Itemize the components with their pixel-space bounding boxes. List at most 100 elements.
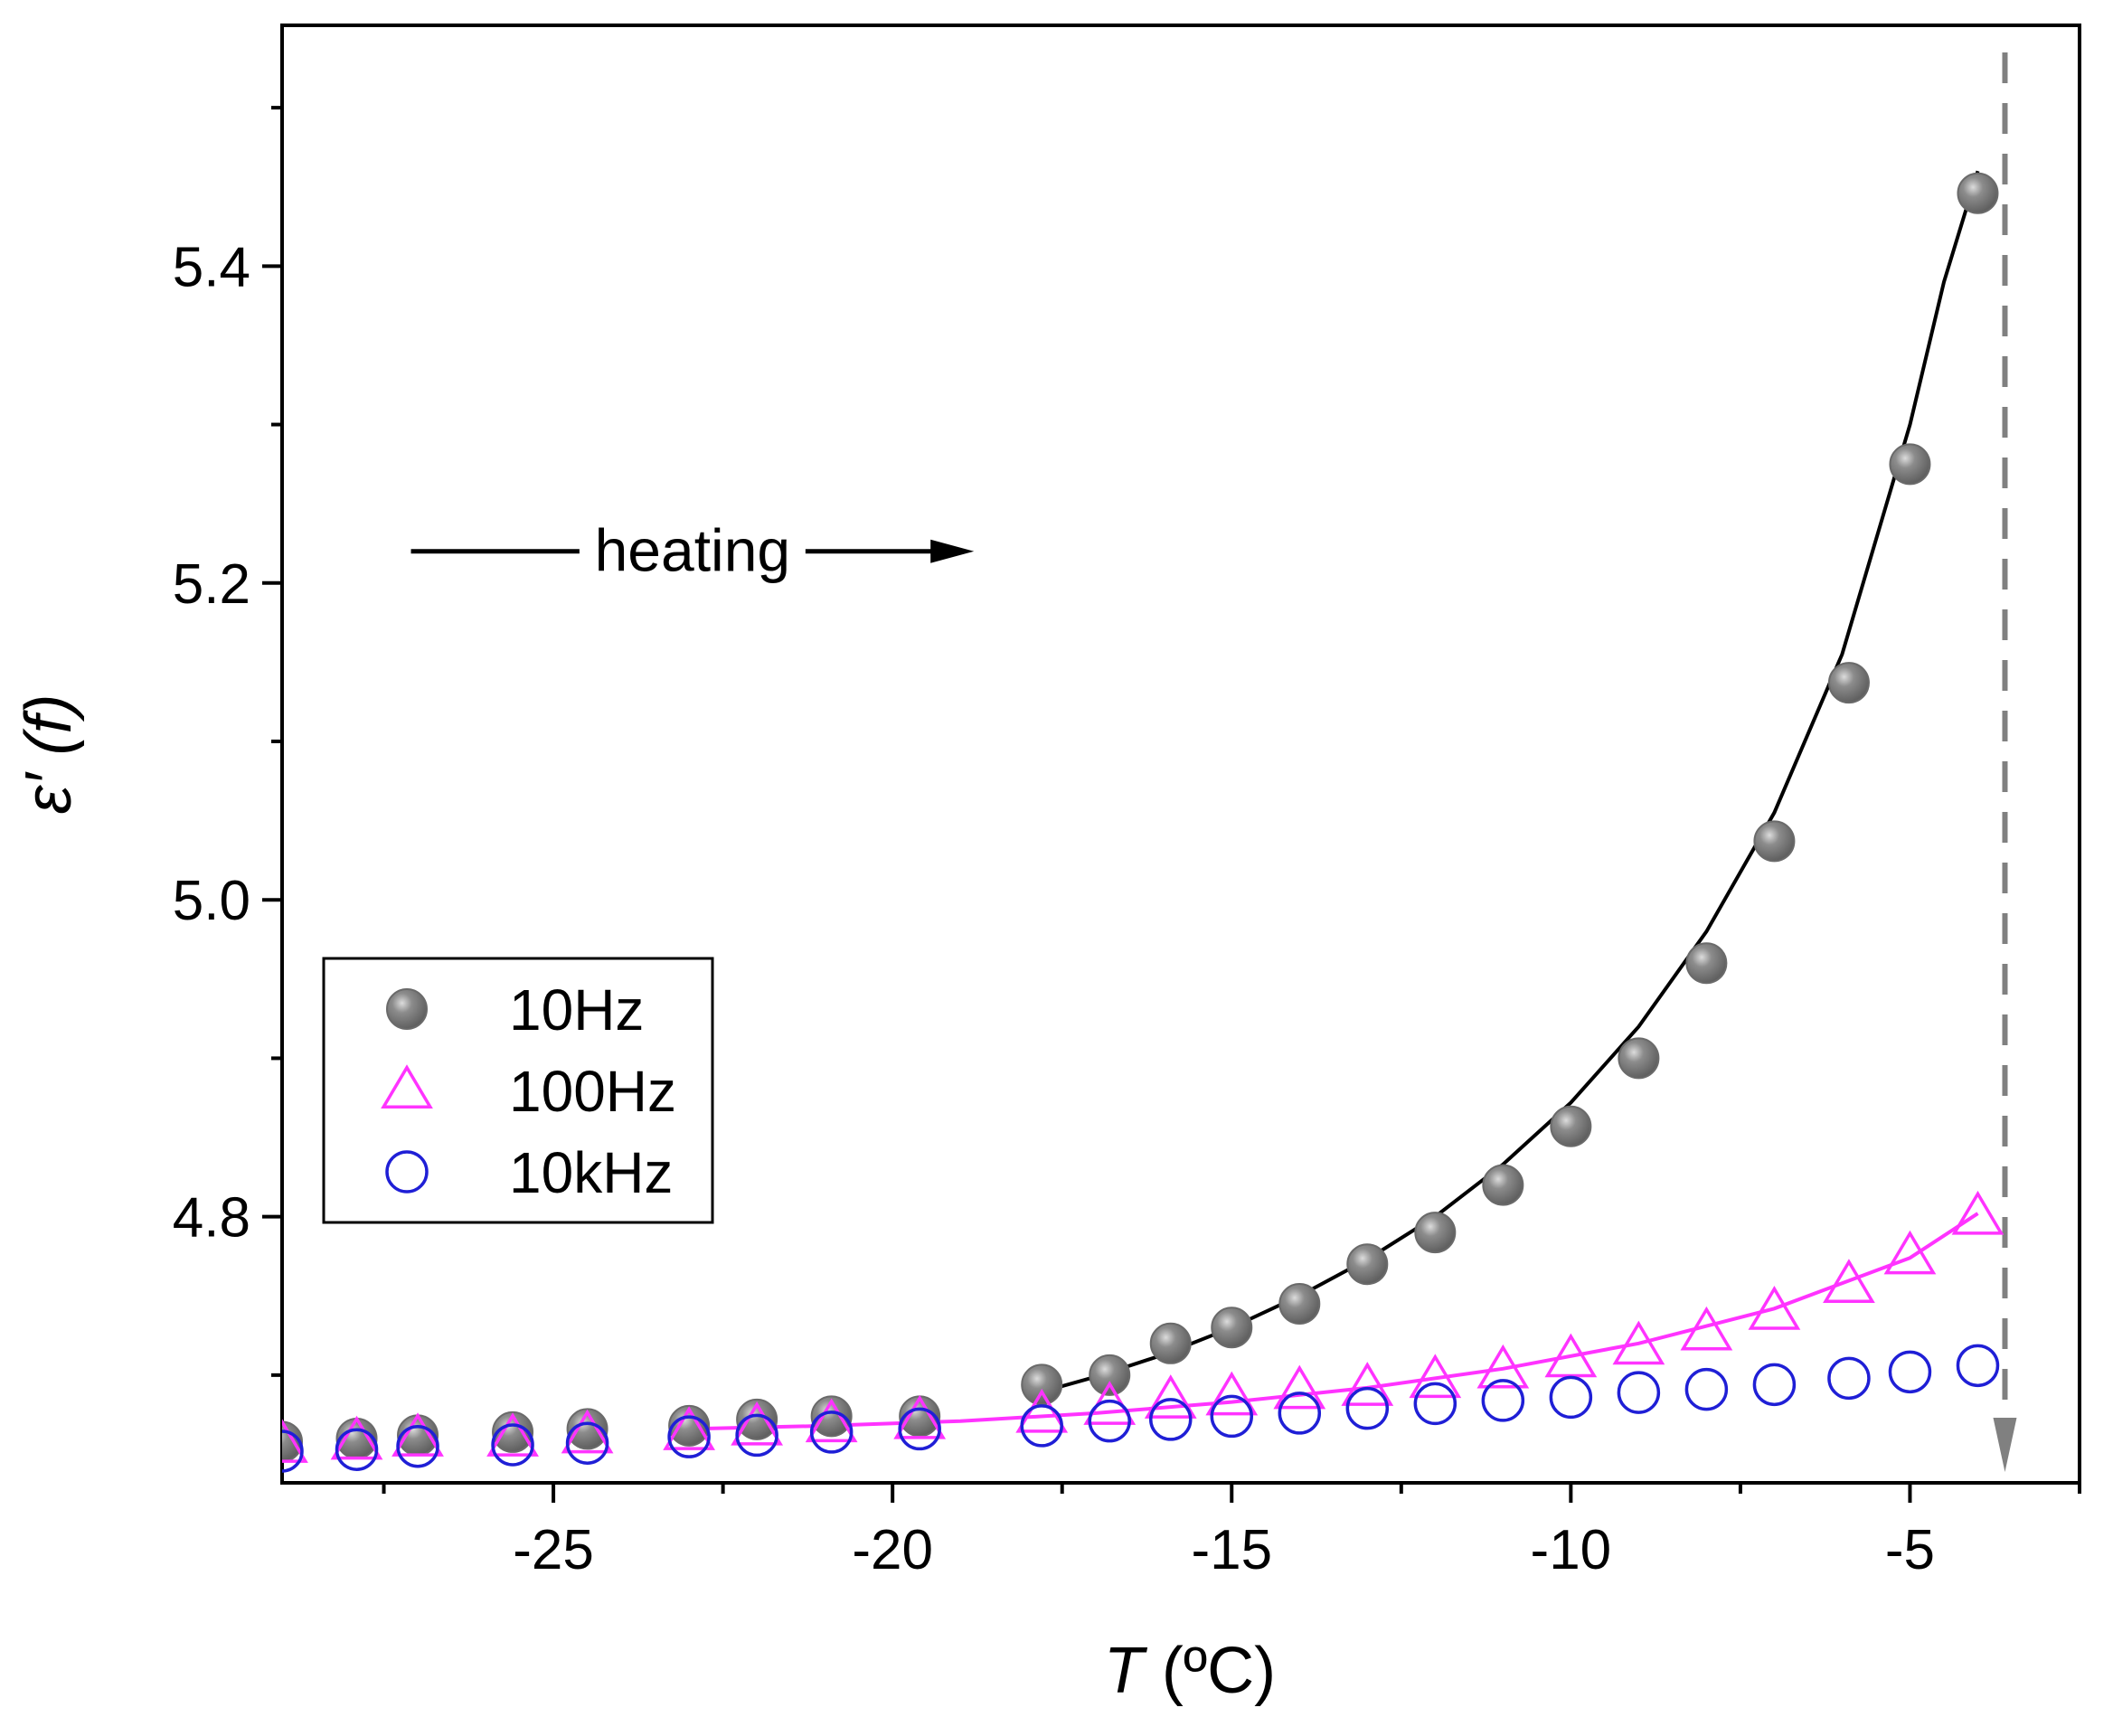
point-10kHz: [667, 1415, 711, 1458]
point-10kHz: [491, 1423, 534, 1467]
y-axis-title: ε′ (f): [13, 693, 85, 814]
point-10Hz: [1089, 1354, 1131, 1396]
point-10Hz: [397, 1414, 439, 1457]
point-100Hz: [391, 1412, 444, 1457]
point-10Hz: [1346, 1243, 1389, 1286]
point-10Hz: [1278, 1283, 1321, 1326]
point-10kHz: [1088, 1399, 1131, 1443]
point-10kHz: [1345, 1386, 1390, 1430]
axes: -25 -20 -15 -10 -5 4.8 5.0 5.2 5.4 T (ºC) ε′ (f): [13, 24, 2081, 1707]
series-10kHz: [282, 1344, 2000, 1473]
x-tick-label: -25: [513, 1519, 594, 1581]
point-10kHz: [1956, 1344, 2000, 1388]
legend: 10Hz 100Hz 10kHz: [322, 957, 714, 1224]
x-tick-label: -15: [1191, 1519, 1272, 1581]
point-100Hz: [282, 1419, 308, 1463]
point-100Hz: [1883, 1230, 1937, 1275]
point-10Hz: [1753, 820, 1796, 863]
point-10Hz: [1414, 1212, 1457, 1254]
legend-label-10kHz: 10kHz: [509, 1140, 673, 1205]
heating-label: heating: [595, 517, 791, 584]
point-100Hz: [1341, 1362, 1394, 1406]
y-tick-label: 5.0: [173, 870, 250, 932]
point-10Hz: [1685, 942, 1728, 985]
point-10kHz: [1827, 1356, 1871, 1401]
point-10kHz: [565, 1421, 609, 1465]
point-10Hz: [492, 1410, 534, 1453]
legend-label-10Hz: 10Hz: [509, 977, 644, 1043]
point-10kHz: [1752, 1363, 1797, 1407]
point-10kHz: [1684, 1367, 1729, 1411]
point-10kHz: [1020, 1404, 1063, 1448]
x-tick-label: -5: [1885, 1519, 1935, 1581]
point-100Hz: [893, 1394, 947, 1439]
legend-marker-100Hz: [381, 1064, 433, 1109]
point-10kHz: [335, 1428, 379, 1471]
point-100Hz: [1951, 1190, 2005, 1235]
point-10Hz: [810, 1395, 853, 1438]
point-10Hz: [1957, 172, 1999, 214]
fit-curve-100Hz: [689, 1212, 1979, 1431]
data-series: [282, 172, 2005, 1473]
point-10Hz: [1827, 662, 1870, 704]
point-10Hz: [335, 1417, 378, 1459]
point-100Hz: [330, 1415, 383, 1460]
point-10Hz: [1482, 1164, 1524, 1206]
point-100Hz: [1273, 1364, 1326, 1410]
point-10kHz: [282, 1429, 304, 1473]
x-axis-title: T (ºC): [1104, 1635, 1276, 1707]
heating-arrow-head: [930, 539, 975, 563]
point-100Hz: [805, 1398, 858, 1443]
point-100Hz: [1476, 1344, 1530, 1389]
transition-arrow-head: [1993, 1418, 2017, 1472]
y-tick-label: 5.4: [173, 236, 250, 298]
fit-curve-10Hz: [1027, 170, 1980, 1398]
point-10kHz: [1549, 1375, 1593, 1420]
series-10Hz: [282, 172, 1999, 1463]
point-100Hz: [1748, 1286, 1801, 1330]
x-tick-label: -10: [1531, 1519, 1612, 1581]
point-100Hz: [1544, 1333, 1598, 1378]
plot-frame: [280, 24, 2081, 1485]
point-10kHz: [1888, 1350, 1932, 1394]
point-10Hz: [1021, 1363, 1063, 1406]
point-10Hz: [1149, 1322, 1192, 1364]
point-10kHz: [1481, 1379, 1525, 1422]
fit-curves: [689, 170, 1980, 1431]
point-10Hz: [282, 1420, 303, 1463]
point-10Hz: [1211, 1307, 1253, 1349]
point-100Hz: [1612, 1320, 1665, 1365]
point-10Hz: [1889, 443, 1931, 486]
point-10kHz: [1413, 1382, 1457, 1426]
point-10Hz: [1618, 1037, 1660, 1080]
legend-label-100Hz: 100Hz: [509, 1059, 676, 1124]
legend-marker-10Hz: [386, 988, 428, 1030]
point-10kHz: [1210, 1394, 1254, 1439]
y-tick-label: 5.2: [173, 553, 250, 616]
point-100Hz: [1409, 1354, 1462, 1399]
point-10kHz: [1148, 1398, 1193, 1441]
annotations: heating: [410, 52, 2017, 1472]
legend-marker-10kHz: [385, 1150, 429, 1194]
point-10Hz: [1550, 1105, 1592, 1147]
x-tick-label: -20: [852, 1519, 933, 1581]
point-100Hz: [486, 1412, 539, 1457]
point-100Hz: [1823, 1259, 1875, 1303]
point-10kHz: [809, 1410, 854, 1454]
point-10Hz: [566, 1408, 608, 1450]
point-100Hz: [1144, 1374, 1197, 1419]
point-10kHz: [1617, 1371, 1661, 1414]
point-10Hz: [736, 1398, 778, 1440]
point-10kHz: [1278, 1392, 1322, 1435]
point-10Hz: [668, 1404, 711, 1447]
point-10kHz: [898, 1407, 941, 1451]
point-100Hz: [561, 1409, 614, 1454]
point-100Hz: [1205, 1371, 1259, 1416]
point-100Hz: [1680, 1306, 1733, 1351]
point-10kHz: [396, 1424, 439, 1468]
point-10kHz: [735, 1413, 778, 1458]
point-100Hz: [731, 1401, 784, 1446]
y-tick-label: 4.8: [173, 1187, 250, 1250]
point-100Hz: [663, 1406, 715, 1450]
